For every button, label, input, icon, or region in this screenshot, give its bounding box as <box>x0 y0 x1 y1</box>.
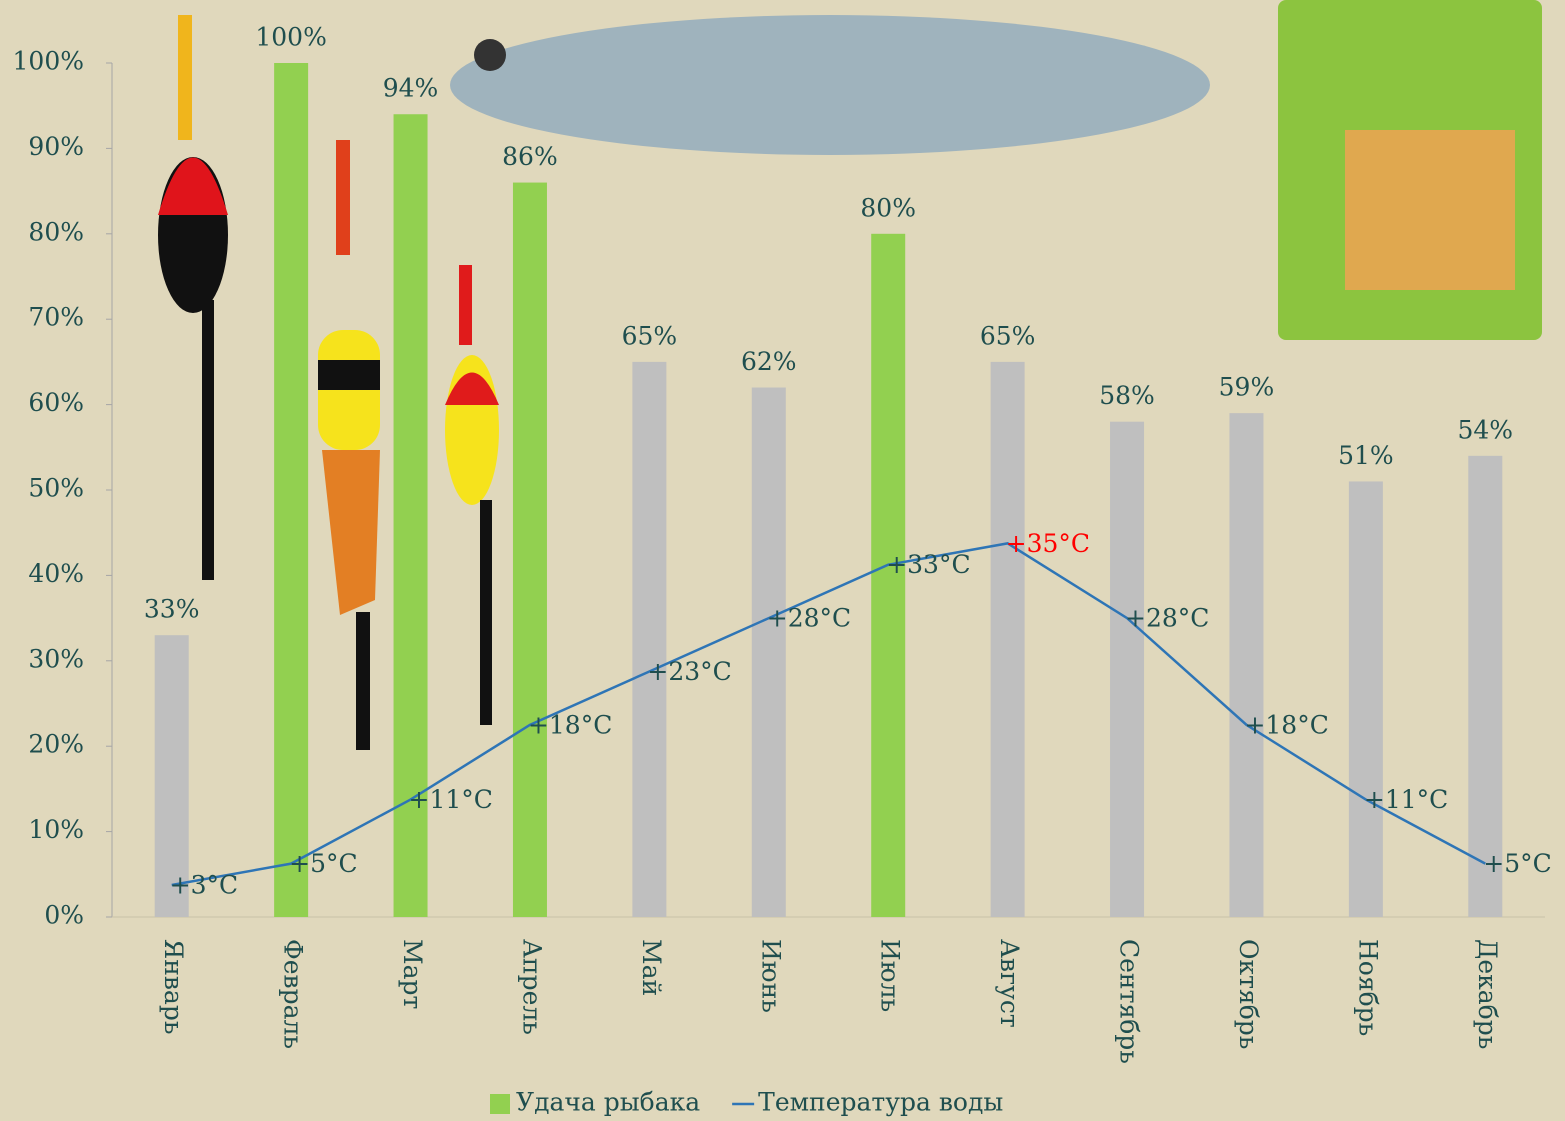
bar-value-label: 94% <box>383 74 439 103</box>
x-tick-label: Май <box>637 939 666 996</box>
float <box>480 500 492 725</box>
float <box>459 265 472 345</box>
line-value-label: +5°C <box>1483 849 1551 878</box>
bar <box>632 361 667 917</box>
bar-value-label: 33% <box>144 595 200 624</box>
bar <box>154 635 189 917</box>
bar <box>990 361 1025 917</box>
y-tick-label: 100% <box>13 47 84 76</box>
line-value-label: +11°C <box>409 785 493 814</box>
bar <box>274 63 309 917</box>
line-value-label: +28°C <box>1125 604 1209 633</box>
bar <box>393 114 428 918</box>
fish-eye <box>474 39 506 71</box>
bar-value-label: 86% <box>502 142 558 171</box>
bar <box>1229 413 1264 917</box>
bar-value-label: 65% <box>980 321 1036 350</box>
y-tick-label: 70% <box>28 303 84 332</box>
x-tick-label: Август <box>995 939 1024 1028</box>
line-value-label: +3°C <box>170 870 238 899</box>
float <box>158 157 228 215</box>
legend: Удача рыбака Температура воды <box>490 1088 1003 1117</box>
legend-label: Удача рыбака <box>516 1088 700 1117</box>
bar <box>1110 421 1145 917</box>
float <box>202 300 214 580</box>
float <box>336 140 350 255</box>
x-tick-label: Январь <box>159 939 188 1034</box>
float <box>322 450 380 615</box>
line-value-label: +35°C <box>1006 529 1090 558</box>
bar <box>871 233 906 918</box>
fish <box>450 15 1210 155</box>
bar <box>1348 481 1383 917</box>
x-tick-label: Март <box>398 939 427 1009</box>
bait-pack-bait <box>1345 130 1515 290</box>
bar-value-label: 100% <box>255 23 326 52</box>
y-tick-label: 0% <box>44 901 84 930</box>
line <box>171 542 1486 887</box>
legend-swatch <box>490 1094 510 1114</box>
bar-value-label: 62% <box>741 347 797 376</box>
line-value-label: +33°C <box>886 550 970 579</box>
y-tick-label: 90% <box>28 132 84 161</box>
legend-label: Температура воды <box>758 1088 1003 1117</box>
bar-value-label: 51% <box>1338 441 1394 470</box>
line-value-label: +5°C <box>289 849 357 878</box>
bar <box>751 387 786 917</box>
x-tick-label: Сентябрь <box>1115 939 1144 1064</box>
float <box>178 15 192 140</box>
bar <box>512 182 547 917</box>
x-tick-label: Ноябрь <box>1353 939 1382 1036</box>
y-tick-label: 40% <box>28 559 84 588</box>
x-tick-label: Февраль <box>279 939 308 1049</box>
line-value-label: +18°C <box>528 710 612 739</box>
y-tick-label: 60% <box>28 388 84 417</box>
x-tick-label: Июнь <box>756 939 785 1013</box>
line-value-label: +28°C <box>767 604 851 633</box>
y-tick-label: 10% <box>28 815 84 844</box>
bar-value-label: 65% <box>622 321 678 350</box>
plot: 0% 10% 20% 30% 40% 50% 60% 70% 80% 90% 100% Январь Ф… <box>13 23 1552 1064</box>
bar <box>1468 455 1503 917</box>
y-tick-label: 80% <box>28 217 84 246</box>
bar-value-label: 58% <box>1099 381 1155 410</box>
x-tick-label: Декабрь <box>1473 939 1502 1049</box>
y-tick-label: 30% <box>28 644 84 673</box>
line-value-label: +23°C <box>647 657 731 686</box>
line-value-label: +18°C <box>1244 710 1328 739</box>
bar-value-label: 54% <box>1458 415 1514 444</box>
x-tick-label: Апрель <box>517 939 546 1035</box>
x-tick-label: Июль <box>876 939 905 1012</box>
float <box>445 372 499 405</box>
y-tick-label: 50% <box>28 474 84 503</box>
bar-value-label: 59% <box>1219 373 1275 402</box>
float <box>318 360 380 390</box>
line-value-label: +11°C <box>1364 785 1448 814</box>
decoration <box>158 0 1542 750</box>
bar-value-label: 80% <box>860 193 916 222</box>
float <box>356 612 370 750</box>
x-tick-label: Октябрь <box>1234 939 1263 1049</box>
y-tick-label: 20% <box>28 730 84 759</box>
